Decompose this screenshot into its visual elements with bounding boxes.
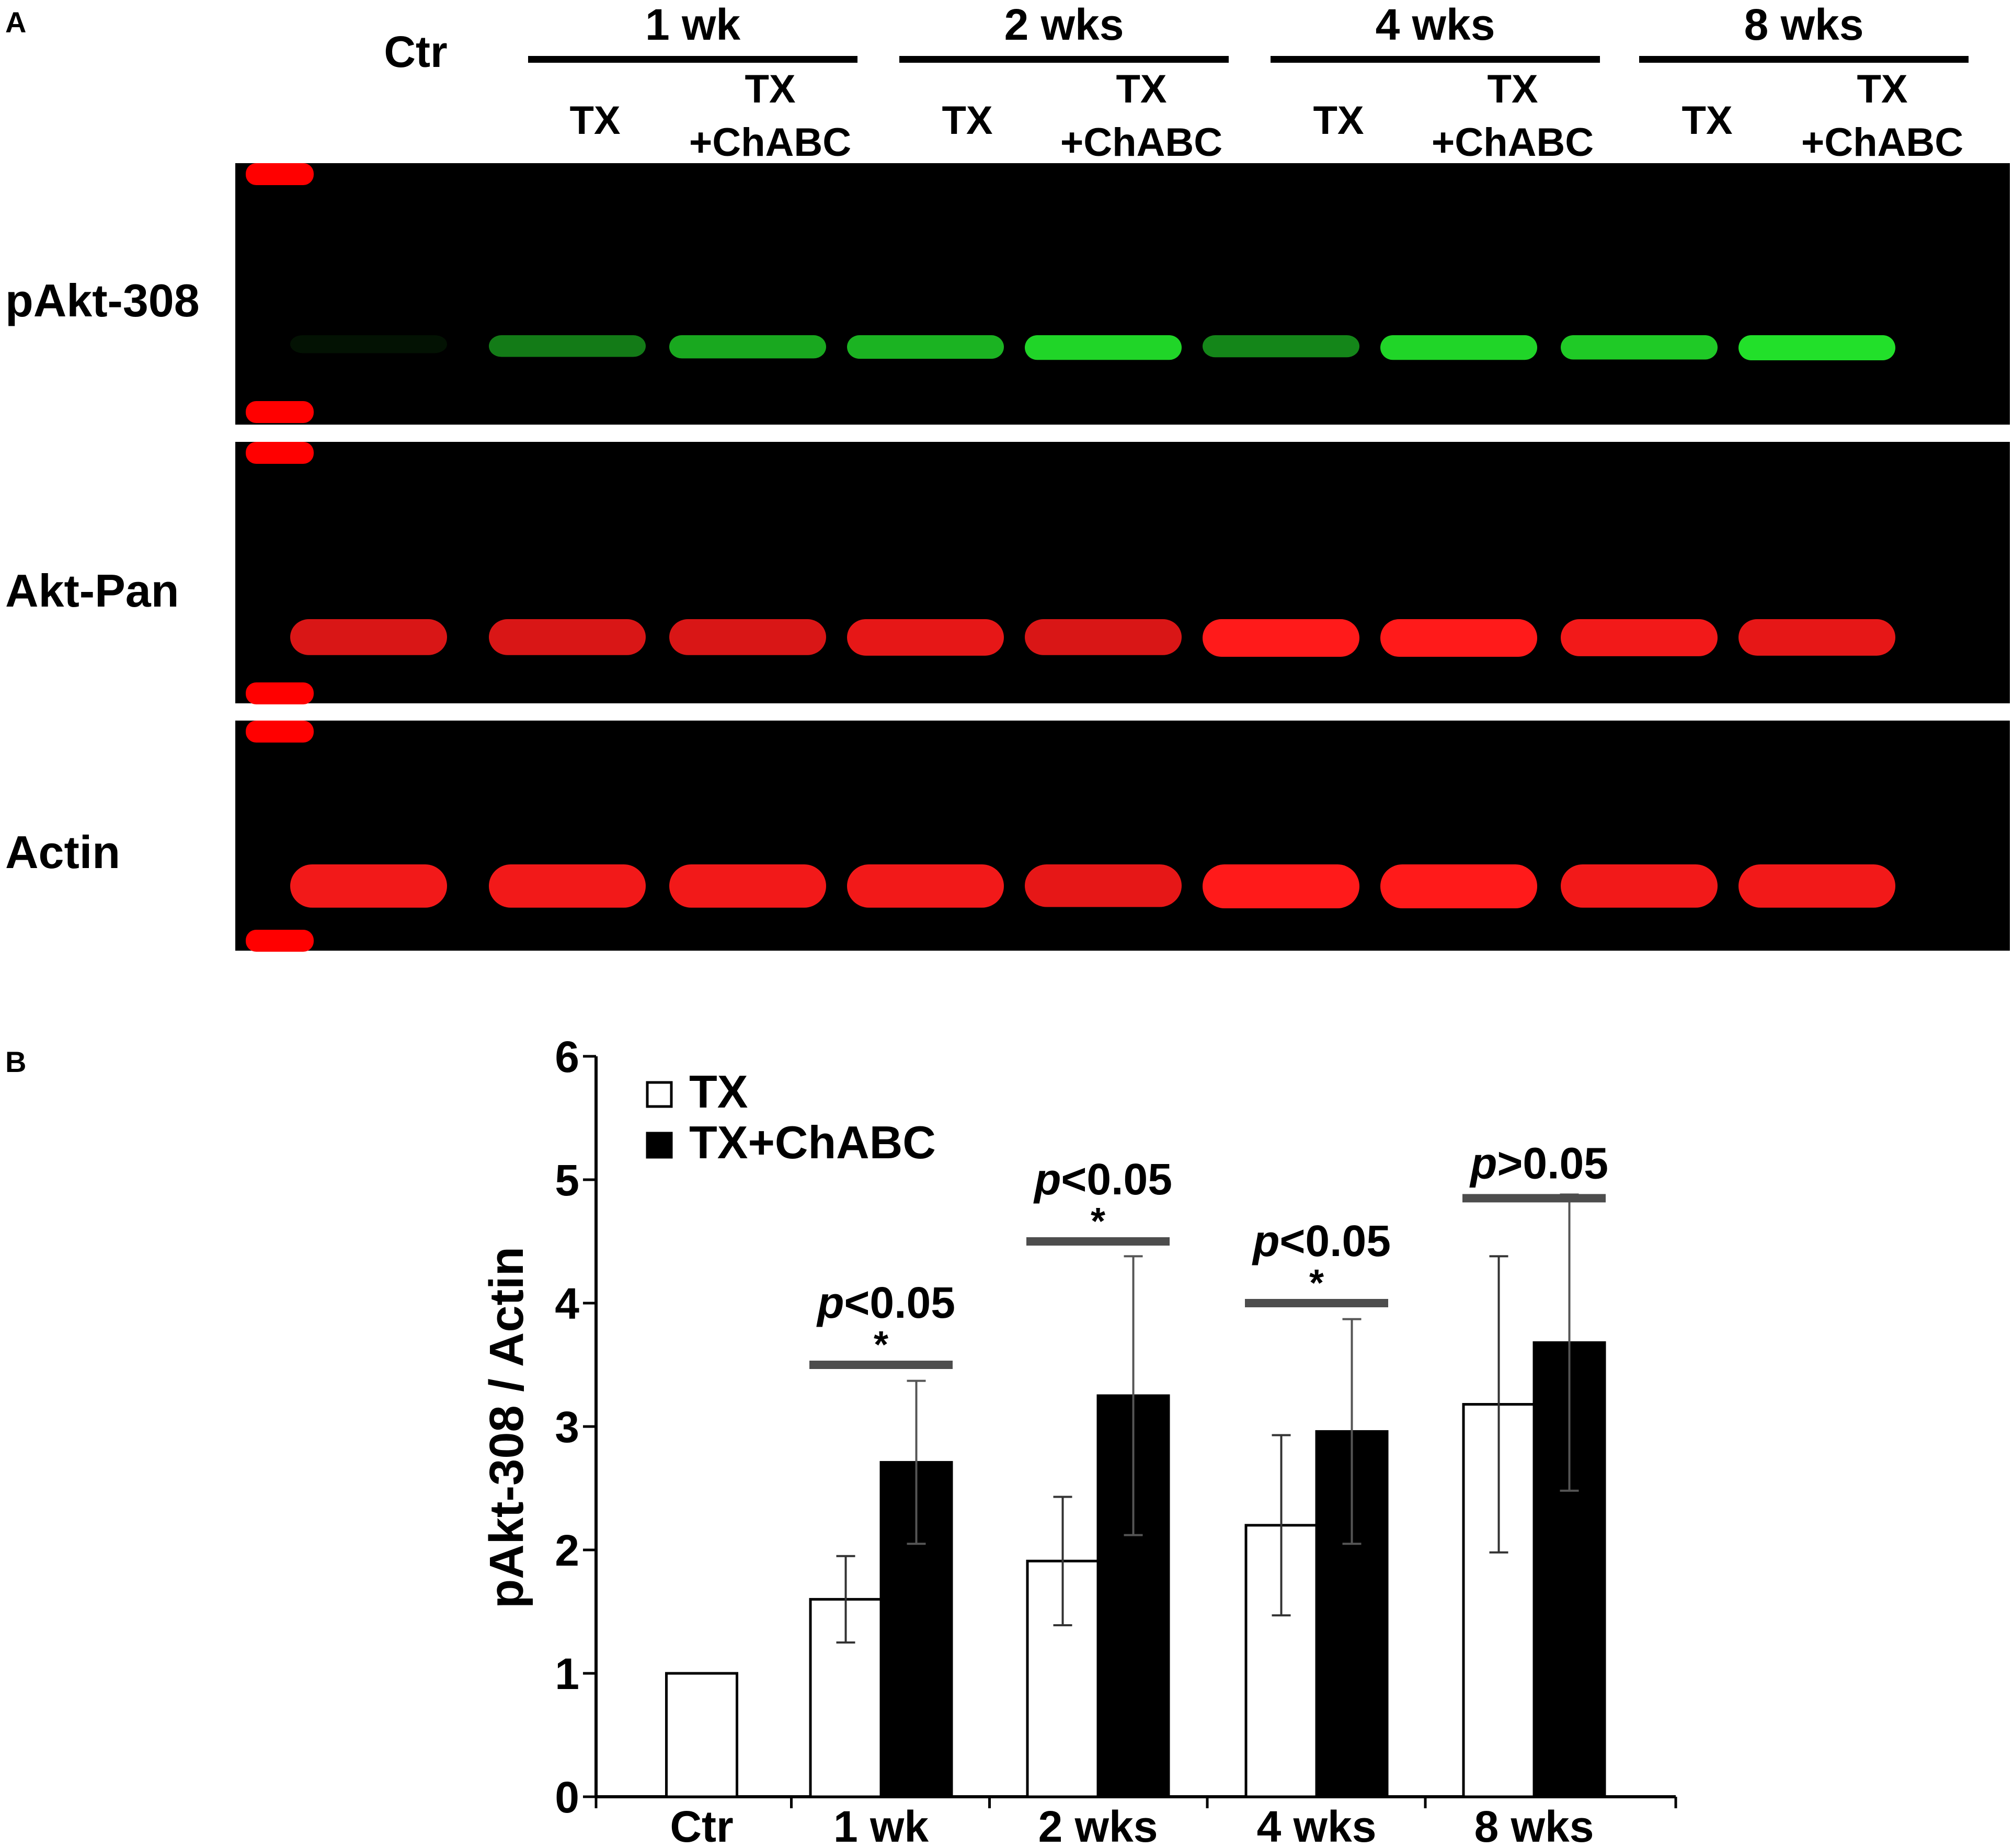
blot-band [1203, 335, 1359, 358]
treatment-label-tx: TX [569, 98, 620, 143]
time-group-line [1271, 56, 1600, 63]
legend-label: TX [689, 1066, 748, 1117]
blot-band [847, 619, 1004, 656]
treatment-label-chabc: +ChABC [689, 120, 851, 165]
treatment-label-tx: TX [1313, 98, 1364, 143]
x-tick-label: Ctr [670, 1802, 733, 1848]
blot-band [290, 864, 447, 908]
blot-band [1739, 864, 1895, 908]
time-group-line [899, 56, 1229, 63]
y-axis-label: pAkt-308 / Actin [480, 1247, 533, 1609]
blot-band [669, 335, 826, 359]
blot-band [1561, 864, 1718, 908]
blot-band [1739, 335, 1895, 360]
blot-label: pAkt-308 [5, 275, 200, 326]
blot-band [290, 335, 447, 353]
blot-band [1025, 335, 1182, 360]
significance-bar [1462, 1194, 1606, 1203]
treatment-label-chabc: TX [1116, 67, 1166, 111]
blot-band [290, 619, 447, 655]
ladder-marker [246, 442, 314, 464]
treatment-label-chabc: +ChABC [1432, 120, 1594, 165]
significance-bar [1026, 1237, 1170, 1246]
significance-bar [1245, 1299, 1388, 1307]
y-tick-label: 5 [555, 1156, 579, 1205]
legend-label: TX+ChABC [689, 1116, 936, 1168]
y-tick-label: 6 [555, 1032, 579, 1081]
bar-tx [665, 1672, 738, 1798]
blot-strip [235, 163, 2010, 425]
p-value-label: p>0.05 [1469, 1138, 1608, 1188]
blot-band [489, 864, 646, 908]
treatment-label-tx: TX [1682, 98, 1732, 143]
x-tick-label: 2 wks [1038, 1802, 1158, 1848]
p-value-label: p<0.05 [1252, 1216, 1391, 1265]
significance-star: * [874, 1324, 888, 1366]
y-tick-label: 3 [555, 1402, 579, 1452]
blot-band [1025, 864, 1182, 907]
blot-band [489, 335, 646, 357]
y-tick-label: 2 [555, 1526, 579, 1575]
blot-band [1561, 619, 1718, 656]
blot-label: Actin [5, 826, 120, 878]
blot-band [1203, 619, 1359, 657]
ladder-marker [246, 682, 314, 704]
time-group-line [528, 56, 857, 63]
y-tick-label: 4 [555, 1279, 579, 1328]
ctr-label: Ctr [384, 27, 447, 76]
blot-band [1739, 619, 1895, 656]
treatment-label-chabc: +ChABC [1801, 120, 1963, 165]
legend-swatch [646, 1081, 673, 1108]
time-group-label: 8 wks [1744, 0, 1864, 49]
p-value-label: p<0.05 [1033, 1155, 1172, 1204]
treatment-label-chabc: +ChABC [1060, 120, 1222, 165]
time-group-label: 2 wks [1004, 0, 1124, 49]
blot-band [1203, 864, 1359, 908]
blot-strip [235, 442, 2010, 703]
time-group-label: 1 wk [645, 0, 740, 49]
ladder-marker [246, 401, 314, 423]
time-group-line [1639, 56, 1969, 63]
blot-band [1561, 335, 1718, 360]
blot-band [1025, 619, 1182, 655]
blot-band [1380, 864, 1537, 908]
blot-band [847, 335, 1004, 359]
y-tick-label: 0 [555, 1773, 579, 1822]
x-tick-label: 1 wk [833, 1802, 929, 1848]
treatment-label-chabc: TX [1857, 67, 1907, 111]
ladder-marker [246, 163, 314, 185]
treatment-label-tx: TX [942, 98, 992, 143]
blot-band [1380, 619, 1537, 657]
blot-strip [235, 721, 2010, 951]
p-value-label: p<0.05 [816, 1278, 955, 1327]
panel-b-label: B [5, 1045, 26, 1078]
blot-band [847, 864, 1004, 908]
significance-star: * [1309, 1262, 1324, 1304]
y-tick-label: 1 [555, 1649, 579, 1698]
blot-band [489, 619, 646, 655]
panel-a-label: A [5, 6, 26, 39]
treatment-label-chabc: TX [745, 67, 795, 111]
blot-band [669, 864, 826, 908]
blot-band [669, 619, 826, 655]
x-tick-label: 4 wks [1257, 1802, 1377, 1848]
western-blot: pAkt-308 Akt-Pan Actin [5, 163, 2010, 952]
significance-star: * [1091, 1201, 1105, 1242]
blot-band [1380, 335, 1537, 360]
ladder-marker [246, 930, 314, 952]
x-tick-label: 8 wks [1474, 1802, 1594, 1848]
legend-swatch [646, 1132, 673, 1159]
blot-label: Akt-Pan [5, 565, 179, 617]
treatment-label-chabc: TX [1487, 67, 1538, 111]
ladder-marker [246, 721, 314, 743]
time-group-label: 4 wks [1376, 0, 1495, 49]
significance-bar [809, 1361, 953, 1369]
